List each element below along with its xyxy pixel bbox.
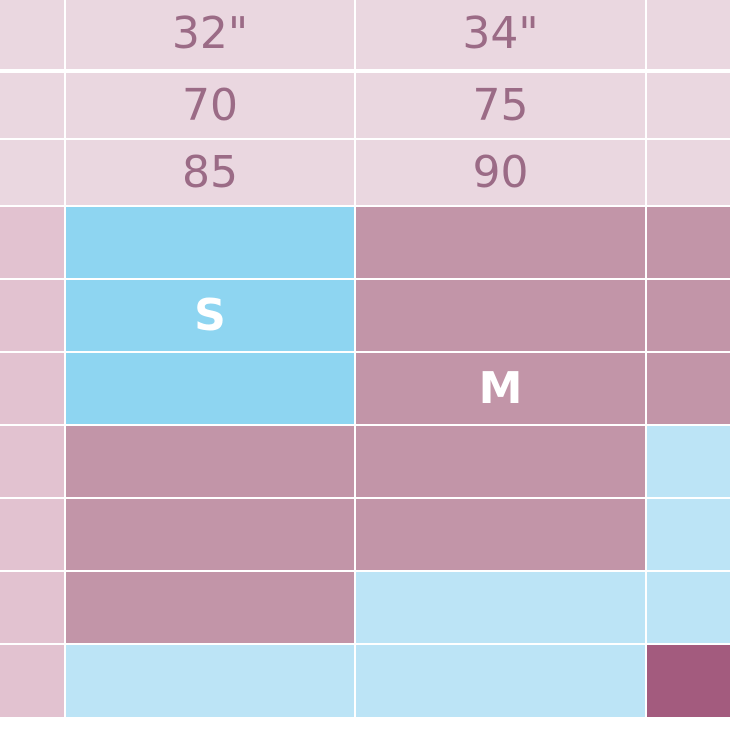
header-value: 75 xyxy=(472,79,529,131)
header-cell: 32" xyxy=(66,0,354,69)
size-cell xyxy=(647,572,730,643)
size-label: S xyxy=(194,289,226,341)
header-cell xyxy=(0,140,64,205)
header-value: 85 xyxy=(182,146,238,198)
header-value: 34" xyxy=(462,7,539,59)
header-cell xyxy=(647,0,730,69)
size-cell xyxy=(66,572,354,643)
row-label-cell xyxy=(0,353,64,424)
header-cell: 34" xyxy=(356,0,645,69)
size-cell xyxy=(647,207,730,278)
row-label-cell xyxy=(0,426,64,497)
size-cell xyxy=(66,426,354,497)
size-cell xyxy=(356,572,645,643)
header-cell: 85 xyxy=(66,140,354,205)
size-cell: S xyxy=(66,280,354,351)
header-cell xyxy=(647,73,730,138)
row-label-cell xyxy=(0,499,64,570)
size-cell: M xyxy=(356,353,645,424)
header-cell: 90 xyxy=(356,140,645,205)
size-cell xyxy=(647,645,730,717)
size-cell xyxy=(356,207,645,278)
size-label: M xyxy=(478,362,523,414)
header-value: 32" xyxy=(171,7,249,59)
size-cell xyxy=(66,353,354,424)
row-label-cell xyxy=(0,280,64,351)
size-cell xyxy=(647,499,730,570)
header-value: 90 xyxy=(472,146,529,198)
size-cell xyxy=(66,207,354,278)
row-label-cell xyxy=(0,572,64,643)
header-cell: 75 xyxy=(356,73,645,138)
header-cell xyxy=(0,73,64,138)
header-cell: 70 xyxy=(66,73,354,138)
size-cell xyxy=(356,499,645,570)
size-cell xyxy=(647,353,730,424)
size-cell xyxy=(356,426,645,497)
size-cell xyxy=(647,280,730,351)
size-cell xyxy=(647,426,730,497)
size-cell xyxy=(356,645,645,717)
size-cell xyxy=(66,645,354,717)
size-cell xyxy=(356,280,645,351)
header-cell xyxy=(0,0,64,69)
header-value: 70 xyxy=(182,79,238,131)
row-label-cell xyxy=(0,645,64,717)
size-cell xyxy=(66,499,354,570)
row-label-cell xyxy=(0,207,64,278)
header-cell xyxy=(647,140,730,205)
